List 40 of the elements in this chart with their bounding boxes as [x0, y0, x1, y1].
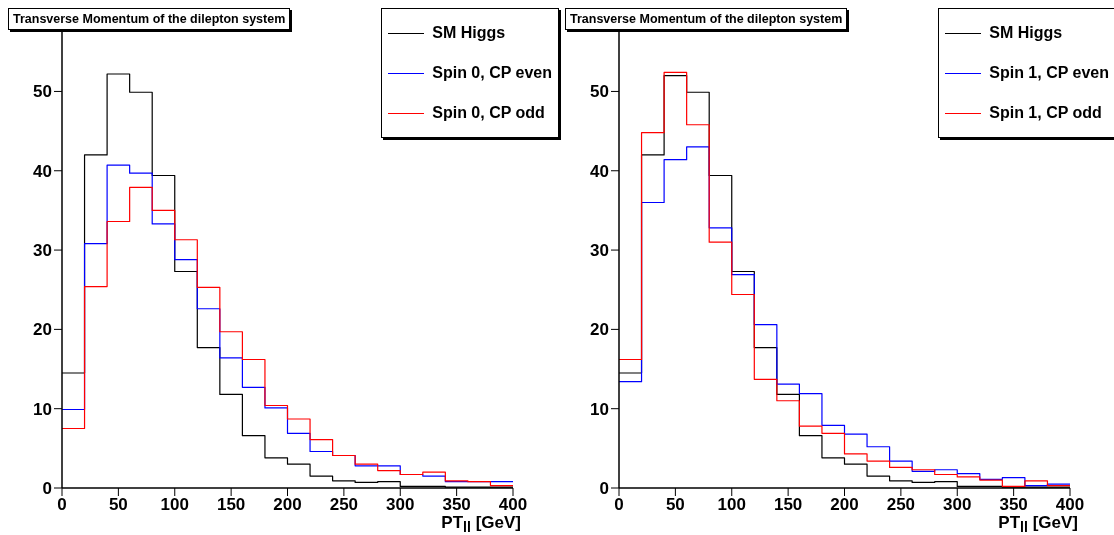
x-tick-label: 300: [943, 495, 972, 515]
y-tick-label: 0: [599, 479, 609, 499]
x-axis-title: PT$_{ll}$ [GeV]: [998, 512, 1078, 535]
x-tick-label: 300: [386, 495, 415, 515]
x-tick-label: 200: [830, 495, 859, 515]
y-tick-label: 30: [33, 241, 52, 261]
y-tick-label: 10: [33, 399, 52, 419]
x-tick-label: 100: [160, 495, 189, 515]
x-axis-title: PT$_{ll}$ [GeV]: [441, 512, 521, 535]
legend-label: Spin 0, CP odd: [432, 104, 545, 122]
x-tick-label: 0: [614, 495, 624, 515]
y-tick-label: 50: [33, 82, 52, 102]
y-tick-label: 40: [590, 161, 609, 181]
x-tick-label: 250: [329, 495, 359, 515]
x-tick-label: 350: [442, 495, 471, 515]
x-tick-label: 0: [57, 495, 67, 515]
x-tick-label: 100: [717, 495, 746, 515]
x-tick-label: 350: [999, 495, 1028, 515]
y-tick-label: 40: [33, 161, 52, 181]
legend-label: Spin 0, CP even: [432, 64, 552, 82]
chart-title: Transverse Momentum of the dilepton system: [8, 8, 291, 30]
x-tick-label: 50: [108, 495, 128, 515]
x-tick-label: 400: [498, 495, 528, 515]
y-tick-label: 0: [42, 479, 52, 499]
legend-label: SM Higgs: [432, 24, 506, 42]
x-tick-label: 250: [886, 495, 916, 515]
x-tick-label: 150: [216, 495, 246, 515]
x-tick-label: 200: [273, 495, 302, 515]
y-tick-label: 20: [590, 320, 609, 340]
x-tick-label: 150: [773, 495, 803, 515]
x-tick-label: 50: [665, 495, 685, 515]
chart-title: Transverse Momentum of the dilepton system: [565, 8, 848, 30]
y-tick-label: 50: [590, 82, 609, 102]
legend-label: Spin 1, CP even: [989, 64, 1109, 82]
legend-label: Spin 1, CP odd: [989, 104, 1102, 122]
x-tick-label: 400: [1055, 495, 1085, 515]
y-tick-label: 10: [590, 399, 609, 419]
legend-label: SM Higgs: [989, 24, 1063, 42]
y-tick-label: 20: [33, 320, 52, 340]
y-tick-label: 30: [590, 241, 609, 261]
